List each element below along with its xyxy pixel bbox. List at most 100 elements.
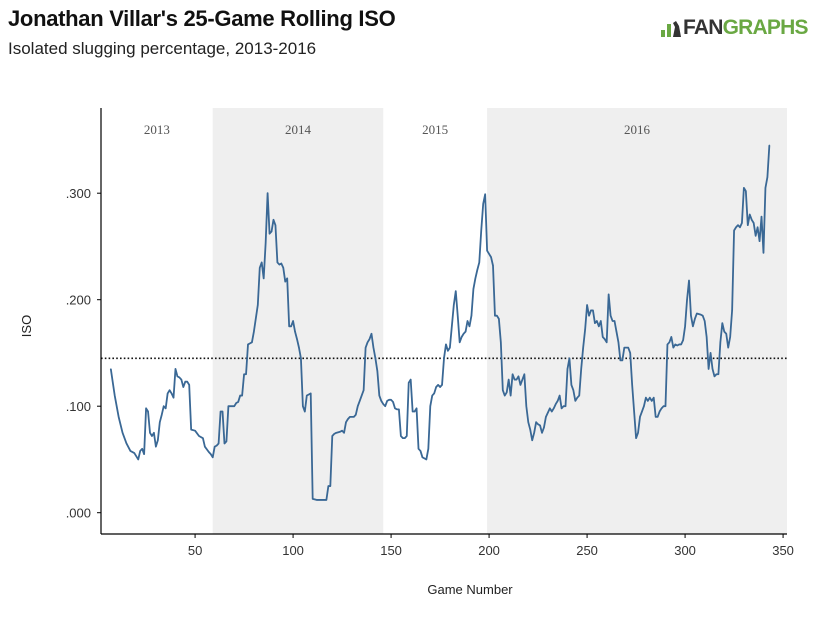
data-point	[341, 430, 343, 432]
data-point	[590, 309, 592, 311]
data-point	[464, 331, 467, 333]
data-point	[294, 331, 296, 333]
data-point	[147, 410, 149, 413]
data-point	[170, 392, 173, 395]
data-point	[700, 314, 702, 316]
data-point	[553, 407, 555, 409]
data-point	[688, 279, 690, 282]
data-point	[443, 357, 445, 359]
data-point	[186, 381, 188, 383]
data-point	[664, 405, 667, 407]
data-point	[268, 233, 271, 235]
data-point	[751, 219, 753, 221]
data-point	[709, 352, 712, 354]
data-point	[382, 403, 384, 405]
data-point	[380, 400, 382, 402]
data-point	[298, 347, 300, 349]
data-point	[363, 389, 365, 391]
data-point	[580, 368, 582, 370]
data-point	[167, 392, 169, 395]
data-point	[490, 256, 492, 258]
data-point	[265, 242, 267, 244]
data-point	[647, 400, 649, 402]
data-point	[643, 405, 645, 407]
data-point	[429, 405, 431, 407]
data-point	[316, 499, 318, 501]
data-point	[233, 405, 235, 407]
data-point	[760, 216, 763, 218]
chart-subtitle: Isolated slugging percentage, 2013-2016	[8, 39, 317, 58]
data-point	[386, 400, 388, 402]
data-point	[582, 347, 584, 349]
data-point	[764, 187, 767, 189]
data-point	[396, 408, 398, 410]
data-point	[517, 375, 520, 377]
iso-series-layer	[109, 144, 771, 501]
data-point	[435, 386, 437, 388]
data-point	[629, 352, 631, 354]
data-point	[696, 312, 698, 315]
data-point	[274, 224, 277, 226]
data-point	[159, 421, 161, 423]
data-point	[715, 373, 718, 375]
data-point	[241, 394, 243, 397]
season-label-2014: 2014	[285, 122, 312, 137]
data-point	[276, 261, 278, 264]
data-point	[543, 426, 545, 429]
data-point	[161, 414, 163, 416]
data-point	[163, 405, 165, 407]
data-point	[657, 416, 659, 418]
data-point	[539, 424, 541, 426]
data-point	[527, 421, 529, 423]
data-point	[449, 347, 451, 349]
data-point	[592, 309, 594, 311]
data-point	[708, 368, 710, 370]
data-point	[198, 435, 200, 437]
data-point	[267, 192, 269, 194]
x-tick-label: 100	[282, 543, 304, 558]
data-point	[306, 394, 308, 397]
data-point	[282, 267, 284, 269]
data-point	[253, 331, 255, 333]
data-point	[400, 435, 402, 437]
data-point	[339, 431, 341, 433]
data-point	[359, 400, 361, 402]
data-point	[229, 405, 231, 407]
data-point	[523, 373, 525, 375]
data-point	[361, 394, 363, 397]
data-point	[666, 343, 669, 346]
data-point	[598, 325, 600, 327]
data-point	[184, 381, 186, 383]
x-tick-label: 150	[380, 543, 402, 558]
data-point	[631, 384, 633, 386]
x-tick-label: 250	[576, 543, 598, 558]
data-point	[431, 394, 433, 397]
data-point	[662, 405, 665, 407]
data-point	[157, 439, 159, 441]
data-point	[290, 325, 292, 327]
data-point	[121, 432, 124, 434]
data-point	[525, 405, 527, 407]
data-point	[190, 429, 192, 431]
data-point	[564, 405, 567, 407]
data-point	[594, 322, 596, 324]
data-point	[674, 343, 676, 346]
data-point	[153, 432, 155, 434]
data-point	[676, 344, 678, 347]
data-point	[302, 405, 304, 407]
data-point	[615, 331, 618, 333]
data-point	[651, 400, 653, 402]
data-point	[455, 290, 457, 292]
fangraphs-logo-icon	[661, 21, 681, 37]
data-point	[376, 370, 378, 372]
data-point	[653, 397, 655, 399]
x-tick-label: 350	[772, 543, 794, 558]
data-point	[739, 226, 741, 228]
data-point	[421, 456, 424, 458]
data-point	[753, 222, 755, 224]
data-point	[463, 333, 465, 335]
data-point	[223, 442, 226, 445]
data-point	[680, 343, 682, 346]
data-point	[768, 144, 770, 146]
